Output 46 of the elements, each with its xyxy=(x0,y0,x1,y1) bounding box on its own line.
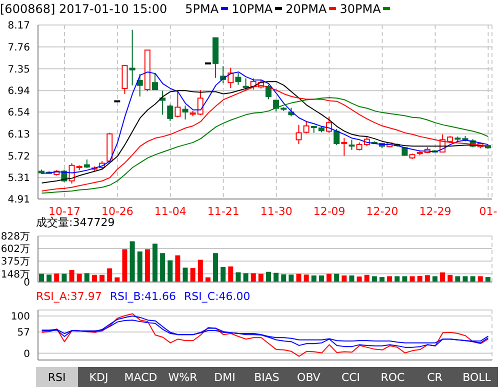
text: DMI xyxy=(204,367,246,387)
legend-label: 20PMA xyxy=(286,2,328,16)
text: CCI xyxy=(330,367,372,387)
y-tick-label: 7.35 xyxy=(8,64,30,76)
text: BIAS xyxy=(246,367,288,387)
x-tick-label: 01- xyxy=(479,204,498,218)
y-tick-label: 148万 xyxy=(0,269,30,280)
x-tick-label: 10-26 xyxy=(101,204,134,218)
legend-label: 5PMA xyxy=(185,2,220,16)
y-tick-label: 0 xyxy=(24,348,30,360)
y-tick-label: 375万 xyxy=(0,256,30,268)
text: W%R xyxy=(162,367,204,387)
x-tick-label: 11-04 xyxy=(154,204,186,218)
text: OBV xyxy=(288,367,330,387)
legend-label: 10PMA xyxy=(232,2,274,16)
text: RSI_C:46.00 xyxy=(184,290,250,302)
chart-title: [600868] 2017-01-10 15:00 xyxy=(0,2,168,16)
x-tick-label: 12-20 xyxy=(366,204,398,218)
y-tick-label: 5.72 xyxy=(8,151,30,162)
chart-title: 成交量:347729 xyxy=(36,215,115,230)
text: MACD xyxy=(120,367,162,387)
y-tick-label: 6.94 xyxy=(8,86,30,98)
y-tick-label: 8.17 xyxy=(8,20,30,32)
y-tick-label: 57 xyxy=(17,328,30,339)
x-tick-label: 11-30 xyxy=(260,204,292,218)
text: RSI xyxy=(36,367,78,387)
text: KDJ xyxy=(78,367,120,387)
text: ROC xyxy=(372,367,414,387)
x-tick-label: 12-29 xyxy=(419,204,452,218)
text: BOLL xyxy=(456,367,498,387)
y-tick-label: 7.76 xyxy=(8,42,30,54)
y-tick-label: 602万 xyxy=(0,244,30,256)
text: RSI_A:37.97 xyxy=(36,290,102,302)
y-tick-label: 100 xyxy=(10,312,30,323)
y-tick-label: 5.31 xyxy=(8,173,30,184)
y-tick-label: 6.54 xyxy=(8,108,30,119)
y-tick-label: 0 xyxy=(24,278,30,289)
x-tick-label: 11-21 xyxy=(207,204,240,218)
legend-label: 30PMA xyxy=(340,2,382,16)
y-tick-label: 6.13 xyxy=(8,129,30,140)
x-tick-label: 12-09 xyxy=(313,204,346,218)
x-tick-label: 10-17 xyxy=(48,204,80,218)
y-tick-label: 828万 xyxy=(0,232,30,243)
text: CR xyxy=(414,367,456,387)
series-label: RSI_B:41.66 xyxy=(110,290,176,302)
y-tick-label: 4.91 xyxy=(8,194,30,206)
